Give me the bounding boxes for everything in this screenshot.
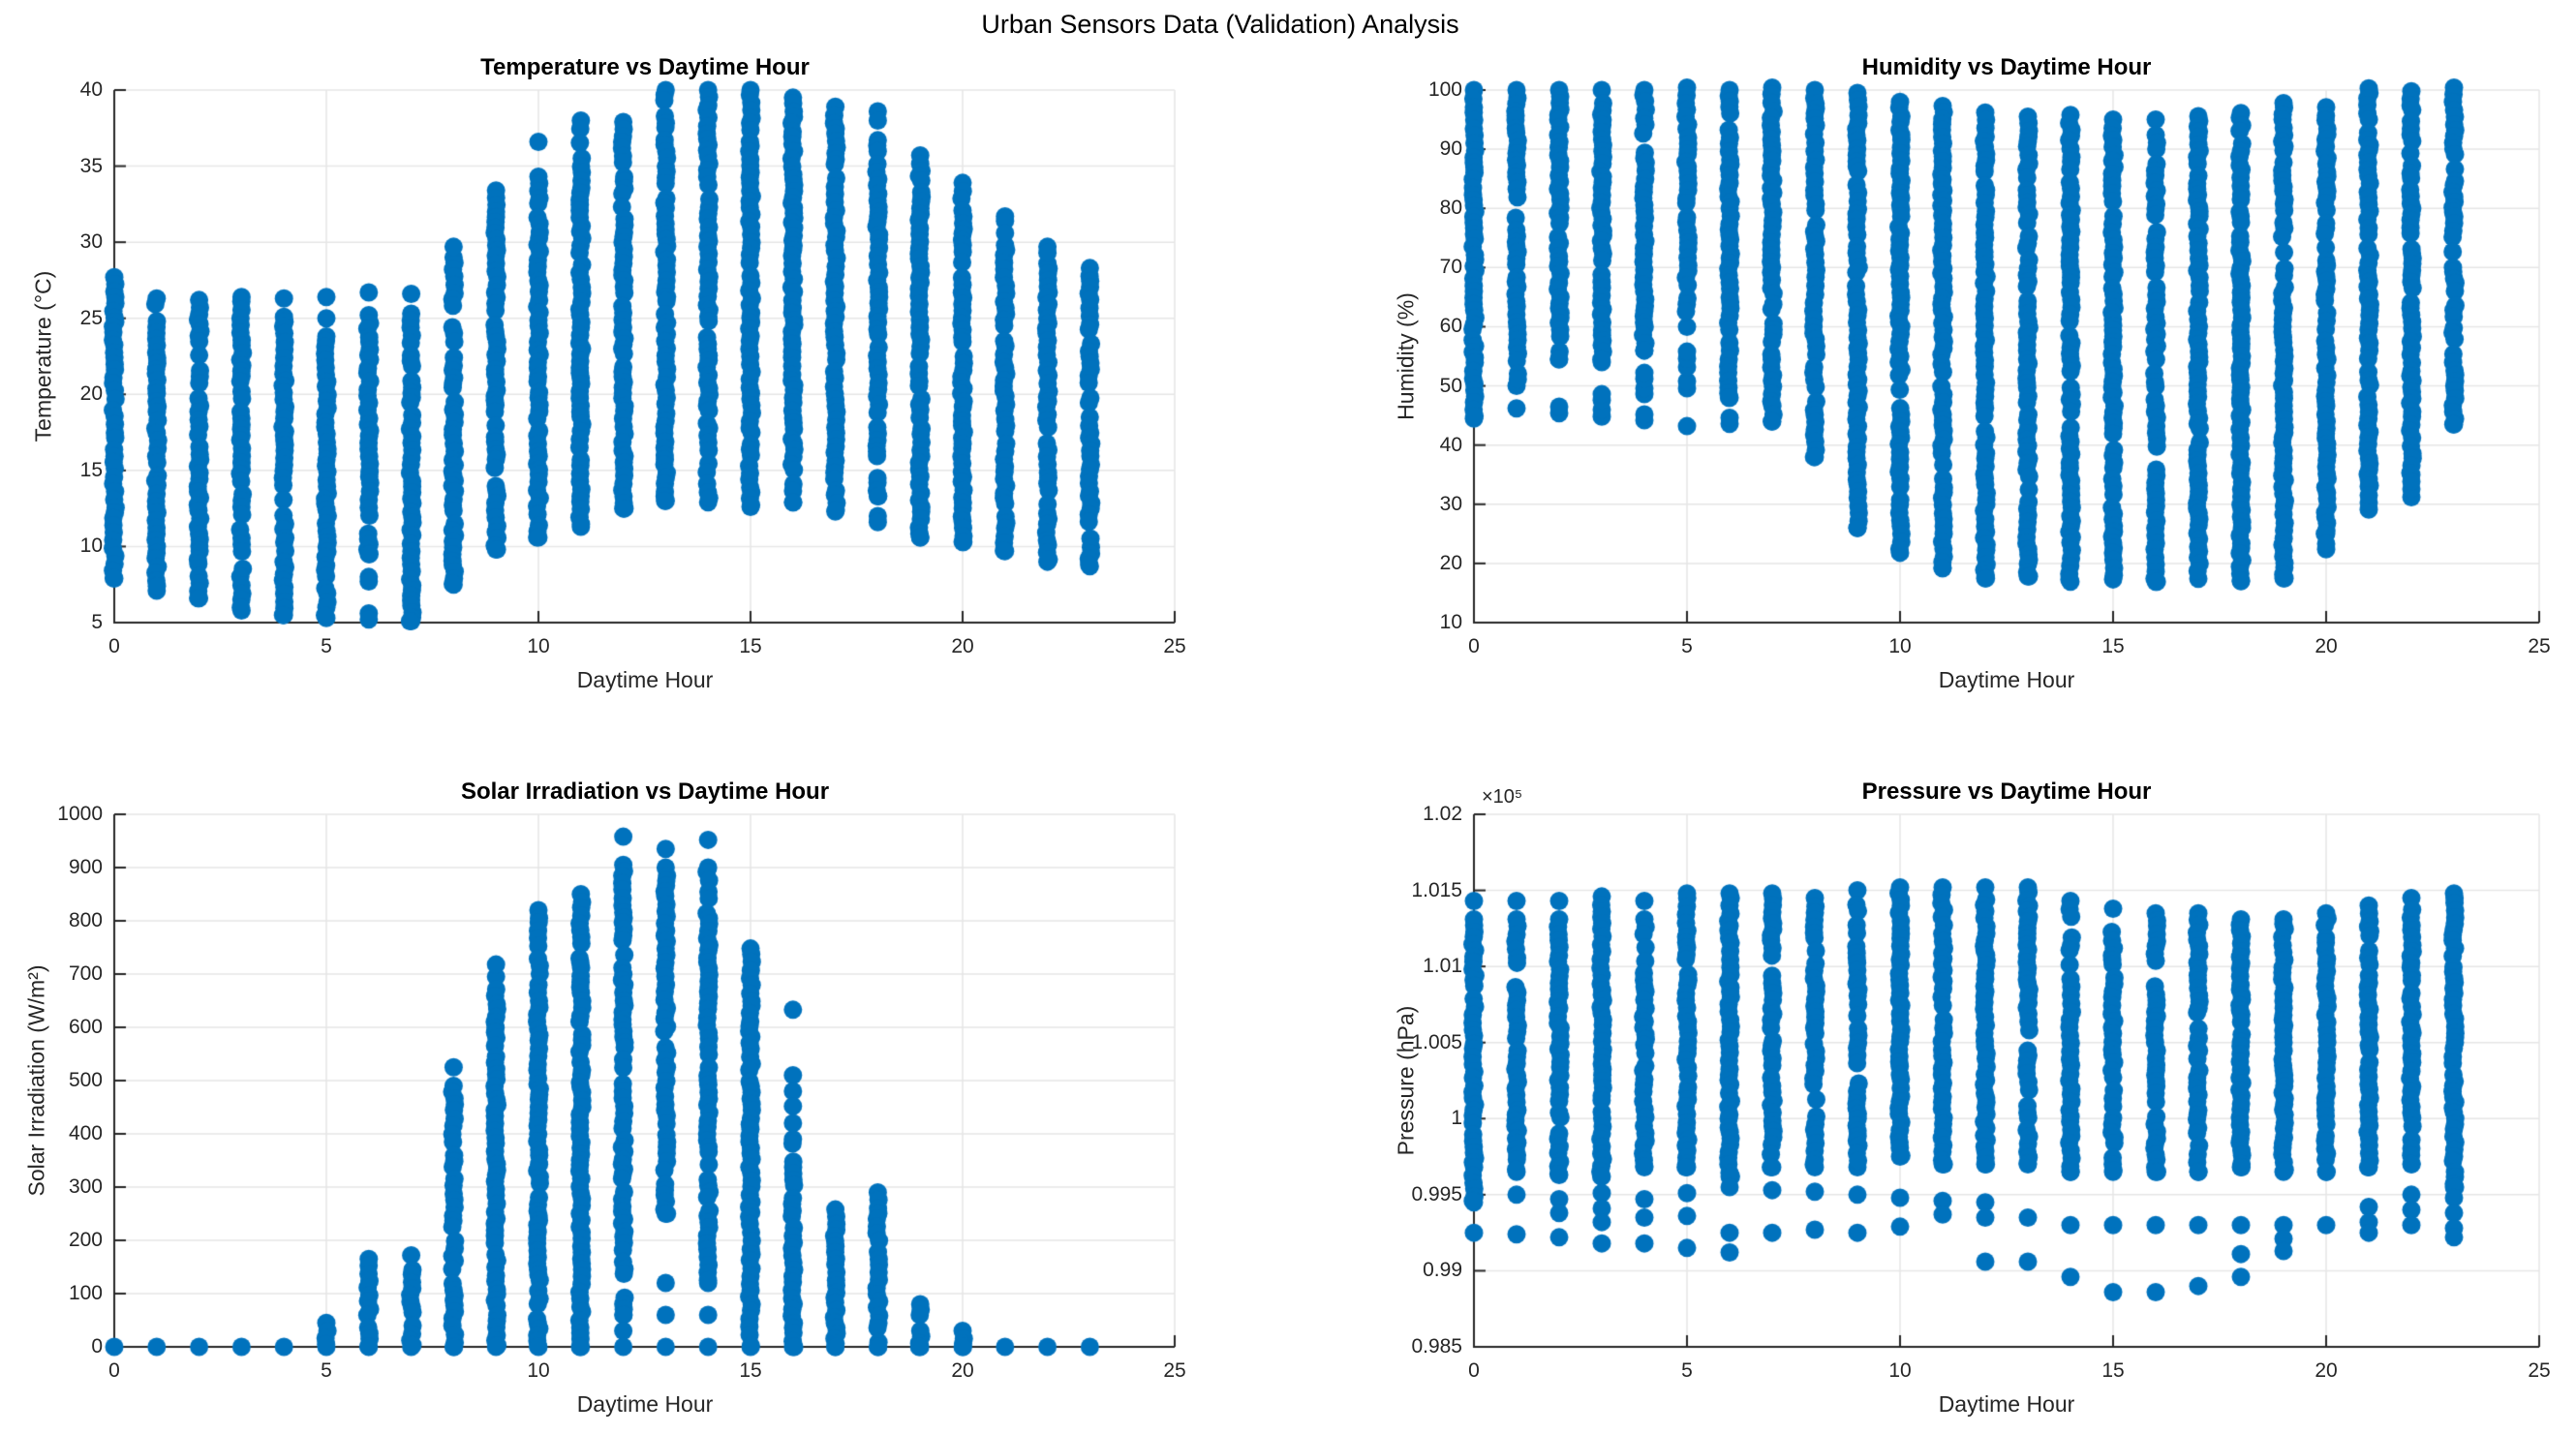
y-axis-label-temperature: Temperature (°C) — [30, 270, 56, 442]
y-tick-label: 900 — [68, 856, 103, 878]
y-tick-label: 1 — [1451, 1107, 1462, 1130]
x-tick-label: 10 — [1888, 1359, 1912, 1382]
subplot-title-solar: Solar Irradiation vs Daytime Hour — [460, 778, 830, 805]
x-tick-label: 15 — [2101, 635, 2125, 657]
y-tick-label: 40 — [1439, 433, 1462, 456]
x-tick-label: 25 — [1163, 635, 1186, 657]
x-tick-label: 5 — [321, 635, 332, 657]
x-tick-label: 10 — [1888, 635, 1912, 657]
y-tick-label: 25 — [79, 306, 103, 329]
x-tick-label: 10 — [527, 635, 550, 657]
y-tick-label: 30 — [79, 230, 103, 254]
y-tick-label: 5 — [91, 611, 103, 633]
x-tick-label: 0 — [108, 635, 120, 657]
y-tick-label: 0.985 — [1411, 1335, 1462, 1358]
x-axis-label-pressure: Daytime Hour — [1938, 1391, 2075, 1417]
y-tick-label: 1.02 — [1423, 803, 1462, 825]
y-tick-label: 20 — [1439, 551, 1462, 574]
y-axis-label-humidity: Humidity (%) — [1393, 292, 1419, 420]
subplot-title-humidity: Humidity vs Daytime Hour — [1861, 54, 2152, 80]
y-tick-label: 60 — [1439, 315, 1462, 338]
y-tick-label: 200 — [68, 1229, 103, 1251]
y-tick-label: 500 — [68, 1069, 103, 1091]
y-tick-label: 1.005 — [1411, 1030, 1462, 1053]
y-tick-label: 30 — [1439, 492, 1462, 515]
x-tick-label: 0 — [1468, 635, 1480, 657]
x-tick-label: 25 — [2528, 635, 2551, 657]
y-tick-label: 0.995 — [1411, 1182, 1462, 1205]
y-tick-label: 80 — [1439, 197, 1462, 220]
y-tick-label: 0.99 — [1423, 1259, 1462, 1282]
y-tick-label: 20 — [79, 382, 103, 406]
y-axis-label-pressure: Pressure (hPa) — [1393, 1005, 1419, 1156]
x-tick-label: 5 — [321, 1359, 332, 1382]
y-tick-label: 800 — [68, 909, 103, 931]
x-tick-label: 5 — [1681, 635, 1693, 657]
x-tick-label: 20 — [951, 1359, 974, 1382]
x-axis-label-humidity: Daytime Hour — [1938, 667, 2075, 692]
subplot-title-temperature: Temperature vs Daytime Hour — [480, 54, 810, 80]
y-tick-label: 400 — [68, 1122, 103, 1144]
y-tick-label: 35 — [79, 154, 103, 177]
y-tick-label: 1.01 — [1423, 955, 1462, 978]
y-tick-label: 1000 — [57, 803, 103, 825]
y-tick-label: 10 — [1439, 611, 1462, 633]
x-tick-label: 15 — [739, 1359, 762, 1382]
y-tick-label: 70 — [1439, 256, 1462, 279]
x-tick-label: 15 — [739, 635, 762, 657]
x-tick-label: 25 — [2528, 1359, 2551, 1382]
y-tick-label: 300 — [68, 1175, 103, 1198]
x-tick-label: 5 — [1681, 1359, 1693, 1382]
y-tick-label: 50 — [1439, 374, 1462, 397]
figure-title: Urban Sensors Data (Validation) Analysis — [981, 10, 1459, 39]
y-axis-exponent-label: ×10⁵ — [1482, 786, 1523, 808]
x-tick-label: 25 — [1163, 1359, 1186, 1382]
x-tick-label: 20 — [2315, 1359, 2338, 1382]
subplot-title-pressure: Pressure vs Daytime Hour — [1861, 778, 2152, 805]
y-axis-label-solar: Solar Irradiation (W/m²) — [23, 964, 49, 1197]
x-axis-label-solar: Daytime Hour — [576, 1391, 714, 1417]
x-tick-label: 0 — [1468, 1359, 1480, 1382]
x-tick-label: 20 — [2315, 635, 2338, 657]
y-tick-label: 100 — [68, 1282, 103, 1304]
x-tick-label: 20 — [951, 635, 974, 657]
y-tick-label: 600 — [68, 1016, 103, 1038]
x-axis-label-temperature: Daytime Hour — [576, 667, 714, 692]
x-tick-label: 10 — [527, 1359, 550, 1382]
y-tick-label: 0 — [91, 1335, 103, 1358]
y-tick-label: 40 — [79, 78, 103, 101]
x-tick-label: 0 — [108, 1359, 120, 1382]
y-tick-label: 100 — [1427, 78, 1462, 101]
y-tick-label: 15 — [79, 458, 103, 481]
y-tick-label: 90 — [1439, 137, 1462, 161]
x-tick-label: 15 — [2101, 1359, 2125, 1382]
y-tick-label: 1.015 — [1411, 878, 1462, 901]
y-tick-label: 10 — [79, 534, 103, 558]
y-tick-label: 700 — [68, 962, 103, 985]
